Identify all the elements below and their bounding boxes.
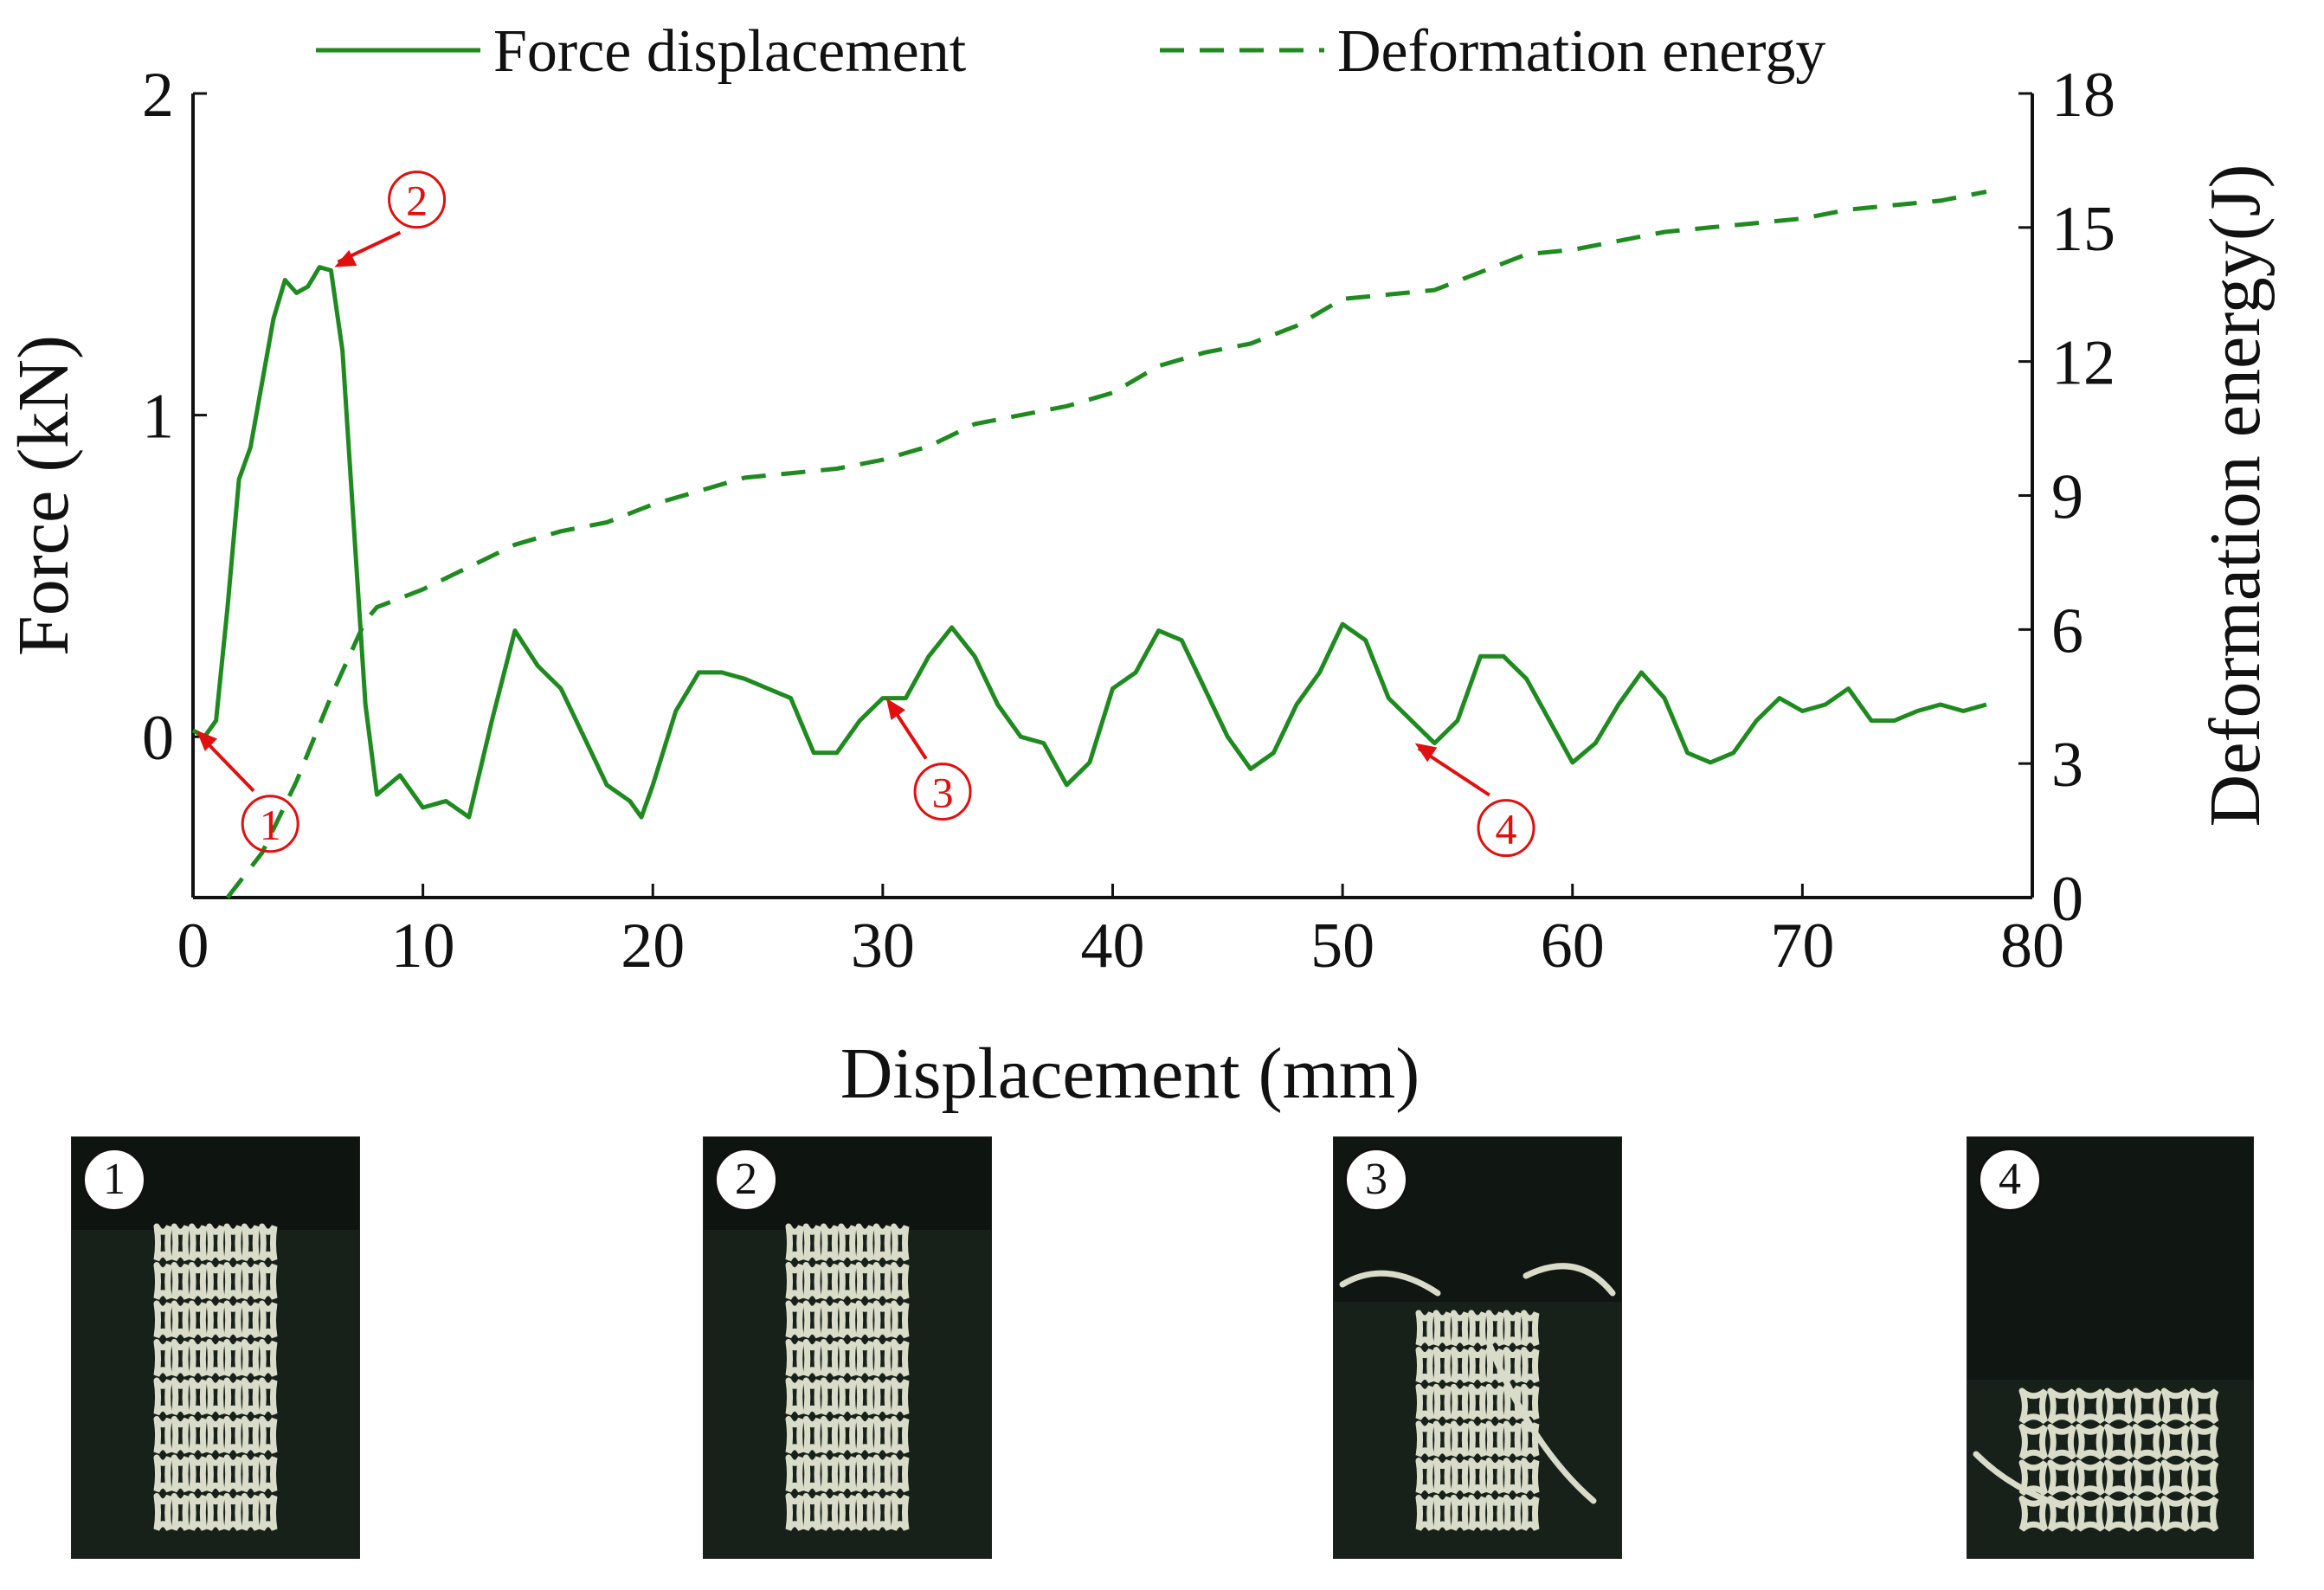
specimen-photo-1: 1 (71, 1136, 360, 1559)
annotation-arrowhead (885, 698, 906, 720)
x-axis-label: Displacement (mm) (840, 1033, 1420, 1114)
annotation-label: 3 (932, 769, 954, 817)
x-tick-label: 70 (1770, 911, 1834, 982)
x-tick-label: 60 (1541, 911, 1605, 982)
photo-badge: 3 (1344, 1148, 1408, 1212)
y2-tick-label: 0 (2051, 864, 2083, 935)
y2-tick-label: 18 (2051, 60, 2115, 131)
annotation-label: 4 (1496, 805, 1517, 853)
annotation-circle (241, 795, 299, 853)
annotation-circle (913, 763, 972, 821)
x-tick-label: 50 (1310, 911, 1374, 982)
y2-tick-label: 6 (2051, 595, 2083, 666)
annotation-circle (388, 171, 447, 229)
specimen-photo-3: 3 (1333, 1136, 1622, 1559)
specimen-photo-2: 2 (703, 1136, 992, 1559)
y-tick-label: 1 (142, 382, 174, 453)
annotation-circle (1477, 799, 1535, 858)
annotation-label: 1 (260, 801, 281, 849)
photo-badge: 4 (1978, 1148, 2042, 1212)
series-line-energy (225, 190, 1987, 899)
y-tick-label: 2 (142, 60, 174, 131)
x-tick-label: 30 (851, 911, 915, 982)
legend-label: Deformation energy (1337, 18, 1825, 85)
y2-tick-label: 9 (2051, 462, 2083, 533)
x-tick-label: 40 (1081, 911, 1145, 982)
annotation-arrowhead (334, 249, 357, 267)
y-axis-label: Force (kN) (3, 335, 84, 656)
legend-label: Force displacement (493, 18, 967, 85)
annotation-arrowhead (1414, 743, 1438, 763)
y-tick-label: 0 (142, 703, 174, 774)
y2-tick-label: 15 (2051, 194, 2115, 265)
x-tick-label: 0 (177, 911, 209, 982)
photo-badge: 1 (82, 1148, 146, 1212)
y2-tick-label: 3 (2051, 730, 2083, 801)
specimen-photo-4: 4 (1967, 1136, 2254, 1559)
legend: Force displacement Deformation energy (316, 18, 1825, 85)
x-tick-label: 80 (2000, 911, 2064, 982)
x-tick-label: 20 (621, 911, 685, 982)
photo-badge: 2 (714, 1148, 778, 1212)
annotation-arrowhead (196, 730, 218, 751)
y2-tick-label: 12 (2051, 328, 2115, 399)
y2-axis-label: Deformation energy(J) (2195, 164, 2276, 827)
annotation-label: 2 (406, 177, 428, 225)
series-line-force (191, 265, 1987, 820)
x-tick-label: 10 (391, 911, 455, 982)
